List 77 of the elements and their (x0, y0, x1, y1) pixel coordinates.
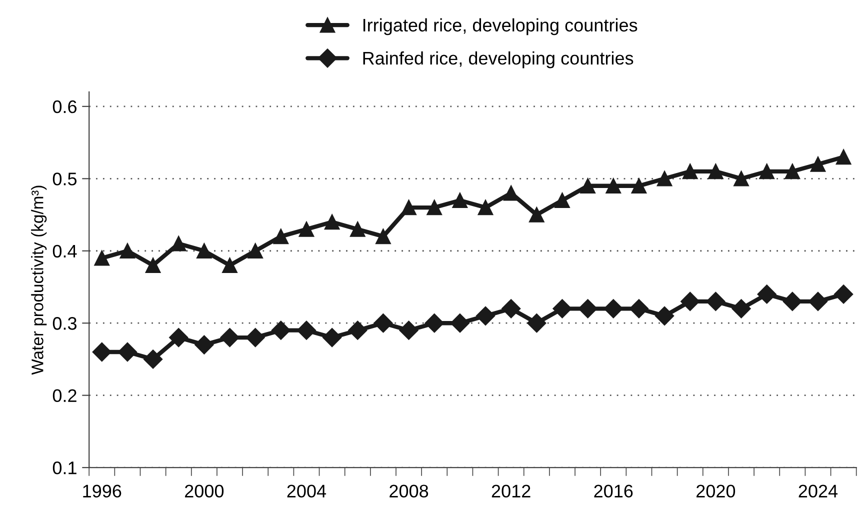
y-tick-label: 0.4 (52, 244, 77, 258)
point (655, 306, 674, 326)
point (273, 228, 289, 244)
point (322, 328, 342, 348)
point (606, 178, 622, 194)
point (631, 178, 647, 194)
x-tick-label: 2016 (594, 484, 633, 498)
point (170, 236, 186, 252)
point (169, 328, 188, 348)
point (734, 171, 749, 186)
point (376, 228, 391, 244)
point (580, 178, 596, 194)
point (424, 314, 444, 333)
x-tick-label: 2020 (696, 484, 736, 498)
point (298, 222, 314, 237)
point (680, 292, 700, 311)
point (784, 164, 800, 180)
point (503, 185, 519, 201)
point (296, 320, 316, 340)
point (552, 299, 572, 318)
point (452, 192, 468, 208)
point (810, 156, 826, 172)
point (476, 306, 496, 326)
legend-label: Rainfed rice, developing countries (363, 51, 634, 68)
point (732, 299, 751, 318)
point (757, 284, 776, 304)
y-tick-label: 0.3 (52, 317, 76, 330)
point (324, 214, 340, 230)
legend-label: Irrigated rice, developing countries (363, 18, 638, 36)
y-tick-label: 0.6 (52, 100, 76, 114)
point (554, 192, 570, 208)
point (220, 328, 240, 348)
point (374, 314, 393, 333)
point (782, 292, 802, 311)
point (708, 164, 724, 180)
point (222, 258, 238, 273)
point (527, 314, 546, 333)
point (248, 243, 263, 259)
point (92, 342, 112, 362)
point (578, 299, 598, 318)
point (604, 299, 623, 318)
point (399, 320, 418, 340)
x-tick-label: 2008 (390, 484, 428, 498)
point (629, 299, 648, 318)
point (194, 335, 214, 354)
point (836, 149, 852, 165)
x-tick-label: 2024 (798, 484, 838, 498)
y-tick-label: 0.5 (52, 172, 77, 186)
x-tick-label: 2000 (185, 484, 224, 498)
point (502, 299, 521, 318)
point (120, 243, 136, 259)
point (118, 342, 137, 362)
y-tick-label: 0.1 (52, 462, 76, 474)
point (478, 200, 494, 216)
point (529, 207, 544, 222)
point (426, 200, 442, 216)
x-tick-label: 1996 (83, 484, 122, 498)
point (656, 171, 672, 186)
point (759, 164, 774, 180)
y-tick-label: 0.2 (52, 389, 76, 402)
point (271, 320, 290, 340)
x-tick-label: 2012 (492, 484, 530, 498)
x-tick-label: 2004 (287, 484, 326, 498)
point (808, 292, 828, 311)
point (246, 328, 265, 348)
point (145, 258, 161, 273)
point (196, 243, 212, 259)
point (94, 250, 110, 266)
point (350, 222, 366, 237)
y-axis-title: Water productivity (kg/m³) (31, 186, 47, 375)
point (834, 284, 854, 304)
point (706, 292, 726, 311)
point (450, 314, 470, 333)
point (401, 200, 416, 216)
point (682, 164, 698, 180)
point (144, 350, 163, 369)
point (348, 320, 368, 340)
